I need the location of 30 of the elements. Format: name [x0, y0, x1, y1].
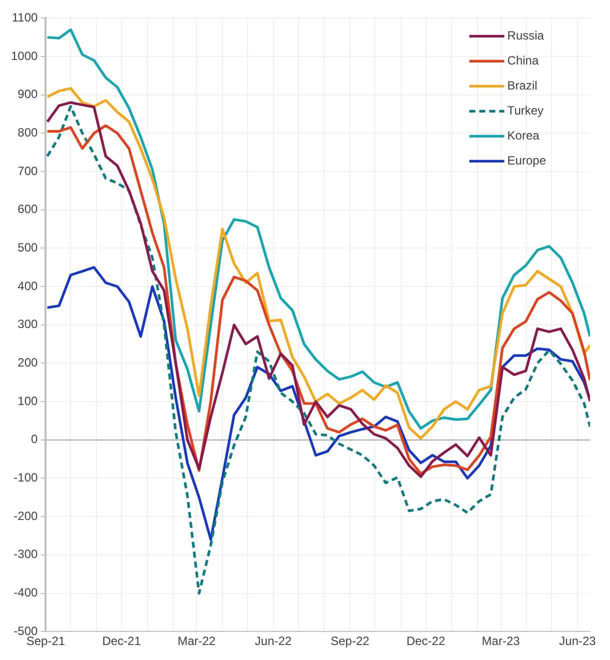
line-series [46, 105, 590, 595]
legend-label: Brazil [507, 78, 538, 93]
y-tick-label: 500 [18, 240, 38, 255]
y-tick-label: -400 [14, 586, 38, 600]
y-tick-label: 0 [31, 432, 38, 446]
x-tick-label: Dec-21 [102, 634, 142, 648]
legend-label: Europe [507, 154, 546, 168]
x-tick-label: Mar-22 [178, 634, 216, 648]
y-tick-label: 1100 [12, 10, 38, 25]
y-tick-label: 300 [18, 317, 38, 332]
y-tick-label: 100 [18, 394, 38, 408]
y-tick-label: 700 [18, 164, 38, 178]
y-tick-label: 600 [18, 202, 38, 216]
x-tick-label: Mar-23 [482, 634, 520, 648]
y-tick-label: 1000 [10, 48, 38, 63]
y-tick-label: 900 [18, 87, 38, 102]
x-tick-label: Sep-22 [330, 634, 370, 648]
legend-label: Russia [507, 28, 544, 43]
y-tick-label: 800 [18, 126, 38, 140]
x-tick-label: Dec-22 [406, 634, 446, 648]
y-tick-label: -100 [14, 470, 38, 485]
x-tick-label: Jun-23 [559, 634, 596, 648]
y-tick-label: 400 [18, 278, 38, 293]
legend-label: Korea [507, 128, 540, 143]
y-tick-label: -200 [14, 508, 38, 523]
y-tick-label: 200 [18, 356, 38, 370]
legend-label: Turkey [507, 104, 544, 118]
x-tick-label: Jun-22 [254, 634, 292, 648]
y-tick-label: -300 [14, 547, 38, 562]
legend-label: China [507, 54, 539, 68]
